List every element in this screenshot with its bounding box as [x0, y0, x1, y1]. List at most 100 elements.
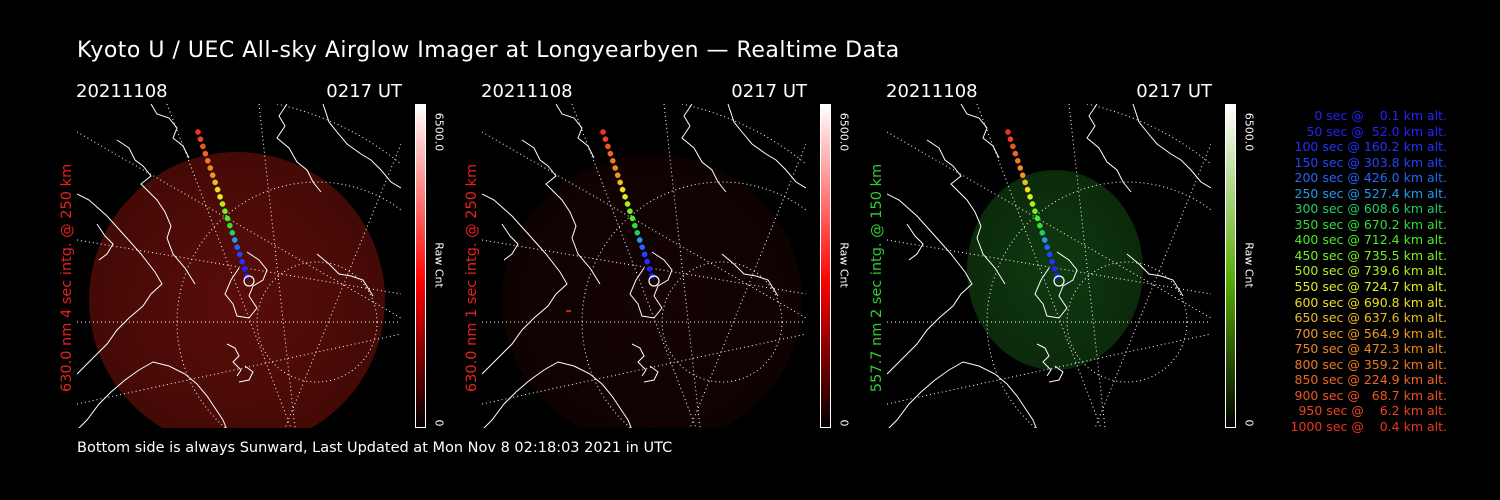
coastline	[1048, 365, 1064, 383]
coastline	[643, 365, 659, 383]
legend-entry: 250 sec @ 527.4 km alt.	[1290, 185, 1447, 201]
panel-date: 20211108	[886, 81, 978, 102]
legend-entry: 450 sec @ 735.5 km alt.	[1290, 247, 1447, 263]
coastline	[555, 104, 595, 159]
panel-time: 0217 UT	[731, 81, 807, 102]
trajectory-point	[1034, 215, 1041, 222]
colorbar-min-text: 0	[432, 419, 446, 427]
grid-line	[256, 261, 378, 383]
grid-line	[482, 239, 806, 295]
grid-line	[681, 104, 806, 165]
trajectory-point	[222, 208, 228, 215]
legend-entry: 750 sec @ 472.3 km alt.	[1290, 341, 1447, 357]
trajectory-track	[1005, 129, 1060, 279]
trajectory-point	[1007, 136, 1014, 143]
trajectory-point	[1022, 179, 1028, 186]
legend-entry: 50 sec @ 52.0 km alt.	[1298, 123, 1447, 139]
coastline	[887, 193, 973, 375]
legend-entry: 550 sec @ 724.7 km alt.	[1290, 279, 1447, 295]
coastline-outline	[77, 104, 401, 428]
colorbar-min-label: 0	[837, 416, 851, 430]
colorbar-unit-label: Raw Cnt	[432, 230, 446, 300]
coastline	[224, 251, 268, 319]
coastline	[316, 253, 374, 297]
colorbar-max-text: 6500.0	[432, 112, 446, 152]
panel-date: 20211108	[481, 81, 573, 102]
panel-wavelength-label: 630.0 nm 1 sec intg. @ 250 km	[464, 104, 480, 452]
coastline	[629, 251, 673, 319]
legend-entry: 700 sec @ 564.9 km alt.	[1290, 325, 1447, 341]
trajectory-point	[636, 237, 643, 243]
trajectory-point	[217, 193, 223, 200]
legend-entry: 600 sec @ 690.8 km alt.	[1290, 294, 1447, 310]
geographic-grid	[77, 104, 401, 428]
trajectory-point	[239, 258, 245, 265]
trajectory-point	[612, 165, 619, 171]
trajectory-point	[622, 193, 628, 200]
grid-line	[661, 261, 783, 383]
grid-line	[77, 333, 401, 405]
geographic-grid	[887, 104, 1211, 428]
trajectory-point	[609, 157, 616, 164]
trajectory-point	[1049, 258, 1055, 265]
colorbar	[820, 104, 831, 428]
trajectory-point	[624, 201, 631, 207]
trajectory-point	[1012, 150, 1019, 157]
trajectory-point	[600, 129, 606, 135]
panel-wavelength-label-text: 630.0 nm 4 sec intg. @ 250 km	[59, 163, 75, 393]
trajectory-point	[1041, 237, 1048, 243]
trajectory-point	[1024, 186, 1031, 193]
trajectory-point	[1010, 143, 1016, 150]
coastline	[150, 104, 190, 159]
trajectory-point	[1017, 165, 1024, 171]
page-title: Kyoto U / UEC All-sky Airglow Imager at …	[77, 38, 900, 63]
trajectory-point	[639, 244, 646, 251]
imager-panel: 20211108 0217 UT 630.0 nm 4 sec intg. @ 25…	[59, 80, 537, 440]
trajectory-point	[644, 258, 650, 265]
trajectory-point	[617, 179, 623, 186]
coastline	[482, 193, 568, 375]
colorbar-unit-text: Raw Cnt	[837, 242, 851, 288]
coastline	[1132, 104, 1211, 189]
trajectory-point	[1039, 229, 1046, 236]
trajectory-point	[607, 150, 614, 157]
coastline	[501, 223, 519, 261]
coastline	[116, 139, 196, 285]
allsky-map-svg	[482, 104, 806, 428]
panel-date: 20211108	[76, 81, 168, 102]
trajectory-track	[195, 129, 250, 279]
coastline	[1086, 104, 1132, 193]
trajectory-point	[634, 229, 641, 236]
colorbar	[415, 104, 426, 428]
trajectory-point	[227, 222, 233, 229]
observation-site-marker	[648, 275, 660, 287]
coastline	[483, 361, 632, 428]
coastline	[926, 139, 1006, 285]
coastline	[238, 365, 254, 383]
legend-entry: 300 sec @ 608.6 km alt.	[1290, 201, 1447, 217]
trajectory-point	[646, 265, 653, 272]
trajectory-point	[629, 215, 636, 222]
trajectory-point	[619, 186, 626, 193]
trajectory-point	[632, 222, 638, 229]
coastline	[226, 343, 242, 377]
trajectory-point	[1046, 251, 1053, 258]
trajectory-point	[1044, 244, 1051, 251]
legend-entry: 400 sec @ 712.4 km alt.	[1290, 232, 1447, 248]
legend-entry: 150 sec @ 303.8 km alt.	[1290, 154, 1447, 170]
trajectory-track	[600, 129, 655, 279]
trajectory-point	[214, 186, 221, 193]
allsky-image	[482, 104, 806, 428]
panel-wavelength-label: 557.7 nm 2 sec intg. @ 150 km	[869, 104, 885, 452]
trajectory-point	[627, 208, 633, 215]
legend-entry: 350 sec @ 670.2 km alt.	[1290, 216, 1447, 232]
coastline	[906, 223, 924, 261]
colorbar-max-label: 6500.0	[837, 104, 851, 160]
allsky-map-svg	[77, 104, 401, 428]
imager-panel: 20211108 0217 UT 630.0 nm 1 sec intg. @ 25…	[464, 80, 942, 440]
colorbar	[1225, 104, 1236, 428]
trajectory-point	[1014, 157, 1021, 164]
colorbar-unit-label: Raw Cnt	[1242, 230, 1256, 300]
trajectory-point	[197, 136, 204, 143]
trajectory-point	[236, 251, 243, 258]
